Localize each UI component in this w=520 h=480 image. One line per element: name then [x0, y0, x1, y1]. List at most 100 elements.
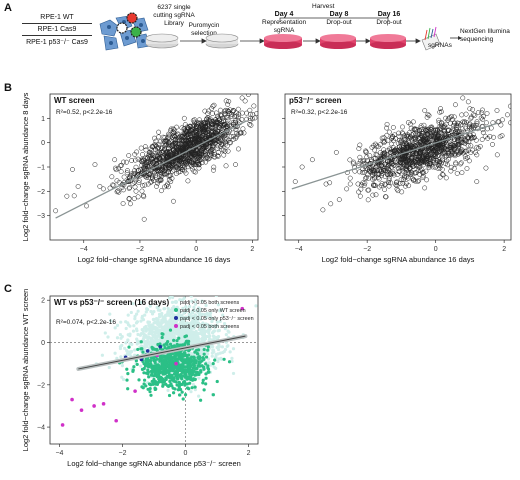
data-point-group-1: [185, 354, 189, 358]
data-point-group-1: [183, 383, 187, 387]
data-point: [372, 168, 378, 174]
data-point-group-0: [184, 335, 188, 340]
data-point-group-0: [198, 310, 202, 315]
data-point-group-0: [158, 334, 162, 338]
data-point: [166, 164, 171, 170]
fit-line: [55, 120, 248, 219]
data-point-group-0: [180, 335, 184, 339]
data-point: [177, 149, 183, 155]
data-point: [408, 145, 414, 151]
data-point-group-0: [164, 331, 168, 335]
data-point-group-1: [163, 362, 167, 367]
data-point-group-0: [149, 355, 153, 359]
data-point-group-0: [210, 331, 215, 335]
data-point: [188, 127, 194, 133]
data-point-group-0: [180, 339, 184, 343]
data-point: [416, 132, 422, 137]
data-point-group-0: [175, 336, 179, 341]
data-point-group-0: [168, 326, 172, 330]
data-point: [432, 128, 438, 133]
data-point-group-1: [163, 355, 167, 359]
x-tick-label: −2: [136, 246, 144, 253]
data-point: [169, 155, 175, 161]
data-point: [394, 186, 400, 192]
data-point: [209, 151, 215, 157]
data-point: [415, 158, 421, 163]
plot-frame: [284, 93, 512, 241]
data-point: [197, 154, 203, 160]
data-point-group-0: [163, 343, 167, 347]
data-point: [399, 144, 405, 150]
data-point-group-1: [168, 374, 172, 378]
data-point: [164, 153, 170, 159]
data-point-group-0: [192, 341, 196, 346]
data-point-group-1: [169, 363, 173, 368]
data-point-group-0: [177, 345, 181, 350]
data-point: [356, 146, 362, 152]
data-point-group-1: [153, 359, 157, 363]
data-point: [148, 155, 154, 161]
data-point-group-0: [150, 338, 154, 342]
data-point-group-0: [167, 296, 172, 300]
data-point: [197, 130, 202, 136]
data-point: [465, 135, 471, 141]
data-point: [440, 137, 446, 143]
data-point-group-0: [171, 365, 175, 370]
data-point-group-0: [181, 341, 185, 345]
data-point: [187, 129, 193, 134]
data-point-group-0: [194, 321, 198, 325]
data-point: [166, 156, 171, 161]
data-point-group-0: [170, 355, 174, 359]
data-point: [443, 132, 449, 137]
data-point: [433, 139, 439, 144]
data-point: [432, 147, 438, 153]
data-point-group-1: [184, 370, 188, 374]
data-point-group-0: [151, 317, 156, 322]
data-point: [207, 136, 213, 142]
data-point-group-1: [126, 387, 130, 391]
data-point-group-0: [227, 330, 231, 334]
data-point: [420, 158, 426, 164]
data-point: [235, 106, 241, 112]
data-point-group-0: [108, 312, 112, 316]
data-point: [165, 184, 171, 190]
data-point-group-0: [157, 332, 161, 337]
data-point-group-0: [156, 344, 160, 348]
data-point-group-1: [136, 354, 140, 358]
data-point: [183, 129, 189, 135]
data-point: [180, 145, 186, 150]
data-point-group-0: [131, 329, 136, 333]
data-point: [413, 133, 419, 139]
data-point-group-0: [181, 369, 185, 373]
y-tick-label: 0: [41, 340, 45, 347]
data-point-group-1: [178, 363, 182, 367]
data-point: [154, 157, 160, 162]
data-point: [176, 144, 181, 150]
data-point: [382, 150, 388, 155]
data-point: [121, 187, 126, 193]
data-point-group-0: [172, 350, 176, 354]
data-point: [159, 158, 165, 164]
data-point: [450, 143, 456, 148]
data-point-group-0: [181, 338, 185, 342]
data-point: [423, 148, 428, 154]
data-point-group-0: [193, 315, 198, 319]
data-point: [483, 165, 489, 171]
data-point: [115, 165, 121, 171]
data-point-group-0: [192, 334, 196, 338]
data-point: [453, 123, 459, 128]
data-point-group-0: [145, 327, 150, 331]
data-point-group-1: [206, 370, 210, 374]
data-point: [435, 149, 441, 155]
data-point: [413, 127, 418, 133]
data-point: [426, 155, 432, 161]
data-point: [199, 152, 205, 157]
data-point-group-1: [192, 364, 197, 368]
data-point-outlier: [333, 149, 339, 155]
data-point-group-0: [162, 319, 167, 324]
data-point: [476, 145, 481, 151]
data-point: [424, 128, 430, 134]
data-point-group-0: [149, 364, 153, 368]
data-point: [423, 141, 429, 147]
data-point-group-0: [146, 307, 150, 312]
